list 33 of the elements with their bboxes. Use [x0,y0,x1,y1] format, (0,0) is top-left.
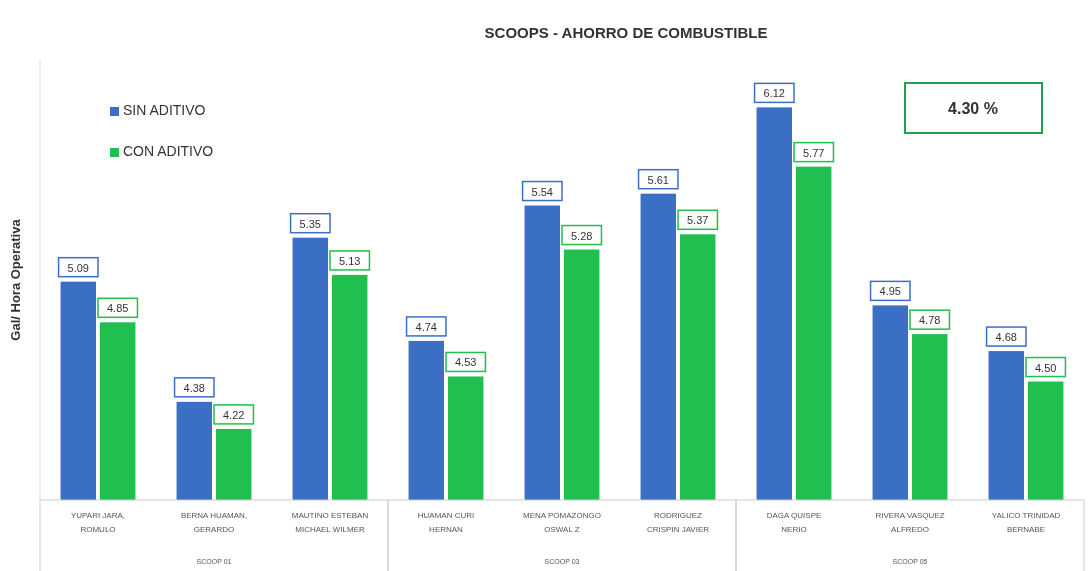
data-label: 4.78 [919,314,941,327]
x-tick-label: MAUTINO ESTEBAN MICHAEL WILMER [291,511,369,534]
data-label: 5.35 [299,217,321,230]
x-tick-label: DAGA QUISPE NERIO [766,511,822,534]
legend-label: CON ADITIVO [123,143,214,159]
data-label: 4.22 [223,408,245,421]
data-label: 4.50 [1035,361,1057,374]
chart-title: SCOOPS - AHORRO DE COMBUSTIBLE [484,24,768,41]
data-label: 5.09 [67,261,89,274]
x-tick-label: BERNA HUAMAN, GERARDO [180,511,248,534]
x-tick-label: YUPARI JARA, ROMULO [70,511,126,534]
annotation: 4.30 % [948,100,998,117]
text-box: 4.30 % [904,82,1043,134]
data-label: 4.53 [455,356,477,369]
data-label: 5.77 [803,146,825,159]
data-label: 4.38 [183,381,205,394]
data-label: 4.85 [107,302,129,315]
x-tick-label: HUAMAN CURI HERNAN [417,511,475,534]
y-axis-title: Gal/ Hora Operativa [8,218,23,341]
data-label: 5.28 [571,229,593,242]
data-label: 5.13 [339,254,361,267]
data-label: 5.54 [531,185,553,198]
x-tick-label: YALICO TRINIDAD BERNABE [991,511,1061,534]
data-label: 6.12 [763,87,785,100]
data-label: 4.68 [995,331,1017,344]
data-label: 5.37 [687,214,709,227]
x-tick-label: MENA POMAZONGO OSWAL Z [523,511,601,534]
x-tick-label: RIVERA VASQUEZ ALFREDO [875,511,945,534]
x-tick-label: RODRIGUEZ CRISPIN JAVIER [646,511,710,534]
data-label: 4.74 [415,320,437,333]
data-label: 5.61 [647,173,669,186]
data-label: 4.95 [879,285,901,298]
legend-label: SIN ADITIVO [123,102,206,118]
